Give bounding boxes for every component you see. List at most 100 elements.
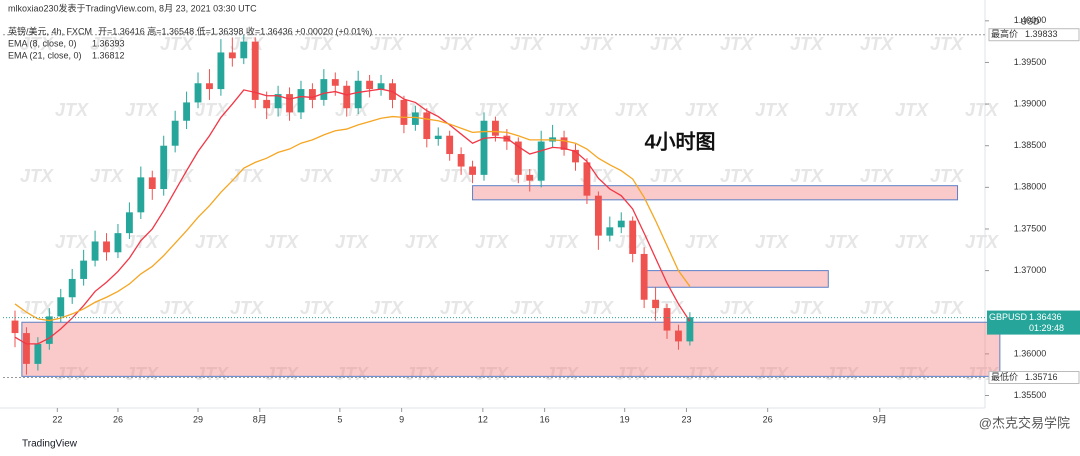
last-price-value: 1.36436 xyxy=(1029,312,1062,322)
watermark: JTX xyxy=(930,34,964,54)
candle-body xyxy=(617,220,625,228)
credit: @杰克交易学院 xyxy=(979,415,1070,430)
candle-body xyxy=(103,241,110,253)
candle-body xyxy=(80,260,88,279)
watermark: JTX xyxy=(90,298,124,318)
candle-body xyxy=(446,135,454,155)
watermark: JTX xyxy=(20,166,54,186)
candle-body xyxy=(366,80,374,90)
ema-line xyxy=(14,88,691,345)
watermark: JTX xyxy=(405,364,439,384)
watermark: JTX xyxy=(685,232,719,252)
candle-body xyxy=(263,99,271,109)
candle-body xyxy=(514,141,522,175)
candle-body xyxy=(480,120,488,175)
watermark: JTX xyxy=(720,298,754,318)
candle-body xyxy=(217,52,225,90)
watermark: JTX xyxy=(265,364,299,384)
watermark: JTX xyxy=(475,232,509,252)
watermark: JTX xyxy=(685,364,719,384)
watermark: JTX xyxy=(195,100,229,120)
watermark: JTX xyxy=(300,298,334,318)
candle-body xyxy=(526,174,534,181)
watermark: JTX xyxy=(755,232,789,252)
zone xyxy=(21,321,1001,377)
candle-body xyxy=(434,135,442,140)
watermark: JTX xyxy=(790,298,824,318)
y-tick-label: 1.38000 xyxy=(1014,182,1047,192)
watermark: JTX xyxy=(545,100,579,120)
candle-body xyxy=(228,52,236,59)
watermark: JTX xyxy=(965,100,999,120)
brand: TradingView xyxy=(22,439,78,450)
y-tick-label: 1.39000 xyxy=(1014,98,1047,108)
watermark: JTX xyxy=(370,34,404,54)
candle-body xyxy=(594,195,602,236)
watermark: JTX xyxy=(895,364,929,384)
candle-body xyxy=(137,177,145,213)
legend-name: EMA (8, close, 0) xyxy=(8,38,77,48)
watermark: JTX xyxy=(440,34,474,54)
watermark: JTX xyxy=(335,364,369,384)
candle-body xyxy=(297,89,305,113)
candle-body xyxy=(23,333,30,364)
header: mlkoxiao230发表于TradingView.com, 8月 23, 20… xyxy=(8,2,257,13)
watermark: JTX xyxy=(125,364,159,384)
x-tick-label: 8月 xyxy=(253,414,267,424)
legend-value: 1.36393 xyxy=(92,38,125,48)
watermark: JTX xyxy=(615,364,649,384)
level-name: 最低价 xyxy=(991,371,1018,382)
watermark: JTX xyxy=(930,166,964,186)
candle-body xyxy=(34,343,42,364)
level-value: 1.39833 xyxy=(1025,29,1058,39)
watermark: JTX xyxy=(300,34,334,54)
candle-body xyxy=(45,316,53,344)
watermark: JTX xyxy=(930,298,964,318)
watermark: JTX xyxy=(580,298,614,318)
watermark: JTX xyxy=(510,34,544,54)
watermark: JTX xyxy=(510,298,544,318)
candle-body xyxy=(537,141,545,181)
candle-body xyxy=(194,83,202,103)
watermark: JTX xyxy=(755,364,789,384)
watermark: JTX xyxy=(755,100,789,120)
candle-body xyxy=(160,145,168,190)
candle-body xyxy=(114,233,122,253)
symbol: 英镑/美元, 4h, FXCM xyxy=(8,25,92,36)
legend-value: 1.36812 xyxy=(92,50,125,60)
candle-body xyxy=(663,308,671,331)
watermark: JTX xyxy=(160,34,194,54)
watermark: JTX xyxy=(265,100,299,120)
y-tick-label: 1.38500 xyxy=(1014,140,1047,150)
level-name: 最高价 xyxy=(991,28,1018,39)
candle-body xyxy=(377,83,385,90)
x-tick-label: 16 xyxy=(540,414,550,424)
watermark: JTX xyxy=(125,100,159,120)
x-tick-label: 22 xyxy=(52,414,62,424)
watermark: JTX xyxy=(405,100,439,120)
candle-body xyxy=(560,137,568,150)
watermark: JTX xyxy=(55,364,89,384)
candle-body xyxy=(469,166,476,175)
watermark: JTX xyxy=(790,34,824,54)
watermark: JTX xyxy=(160,298,194,318)
x-tick-label: 9 xyxy=(399,414,404,424)
candle-body xyxy=(91,241,99,261)
candle-body xyxy=(354,80,362,109)
candle-body xyxy=(629,220,637,254)
watermark: JTX xyxy=(125,232,159,252)
candle-body xyxy=(331,79,339,86)
y-tick-label: 1.37000 xyxy=(1014,265,1047,275)
candle-body xyxy=(240,41,248,59)
watermark: JTX xyxy=(55,100,89,120)
watermark: JTX xyxy=(370,298,404,318)
candle-body xyxy=(411,112,419,125)
candle-body xyxy=(652,299,660,309)
watermark: JTX xyxy=(20,34,54,54)
y-tick-label: 1.39500 xyxy=(1014,57,1047,67)
watermark: JTX xyxy=(685,100,719,120)
chart-title: 4小时图 xyxy=(644,130,715,153)
watermark: JTX xyxy=(230,298,264,318)
watermark: JTX xyxy=(90,166,124,186)
currency: USD xyxy=(1020,16,1040,26)
